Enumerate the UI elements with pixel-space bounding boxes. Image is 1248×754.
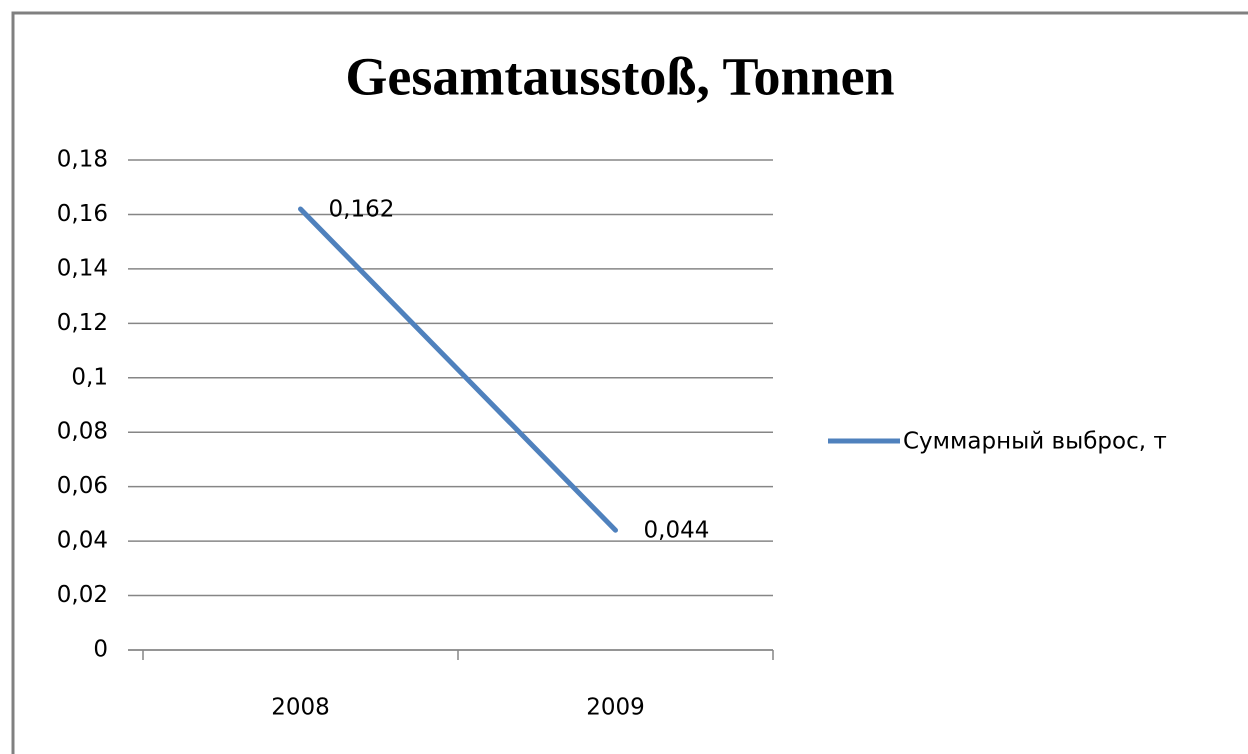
chart-frame — [11, 11, 1248, 754]
y-tick-label: 0,12 — [57, 310, 108, 336]
data-label: 0,044 — [644, 518, 710, 544]
y-tick-label: 0,02 — [57, 582, 108, 608]
y-tick-label: 0,18 — [57, 147, 108, 173]
y-tick-label: 0,14 — [57, 255, 108, 281]
y-tick-label: 0,1 — [71, 364, 108, 390]
chart-title: Gesamtausstoß, Tonnen — [345, 46, 894, 106]
y-tick-label: 0 — [93, 637, 108, 663]
y-tick-label: 0,16 — [57, 201, 108, 227]
series-line — [298, 206, 618, 533]
y-tick-label: 0,06 — [57, 473, 108, 499]
y-tick-label: 0,04 — [57, 528, 108, 554]
x-tick-label: 2009 — [586, 695, 645, 721]
y-tick-label: 0,08 — [57, 419, 108, 445]
x-tick-label: 2008 — [271, 695, 330, 721]
data-label: 0,162 — [329, 197, 395, 223]
legend-label: Суммарный выброс, т — [903, 429, 1167, 455]
